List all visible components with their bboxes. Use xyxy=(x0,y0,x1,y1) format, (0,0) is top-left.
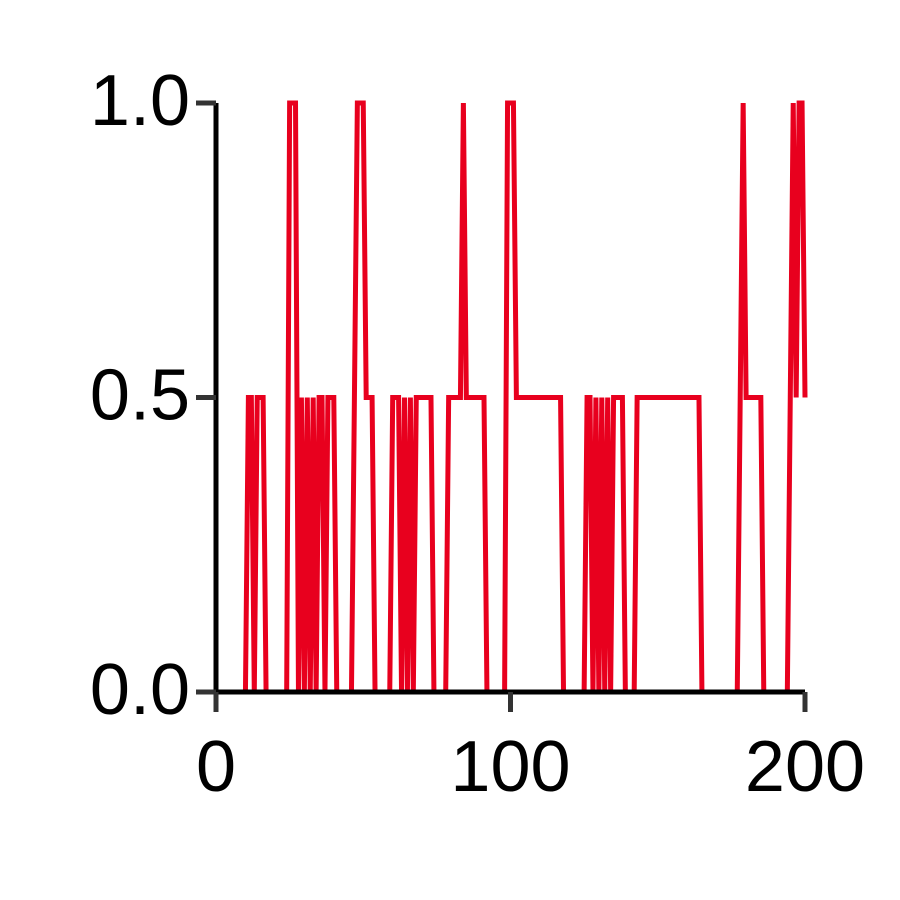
x-tick-label: 0 xyxy=(196,727,236,807)
y-tick-label: 0.0 xyxy=(90,650,190,730)
x-tick-label: 100 xyxy=(450,727,570,807)
x-tick-label: 200 xyxy=(745,727,865,807)
data-line xyxy=(216,100,808,695)
y-tick-label: 1.0 xyxy=(90,61,190,141)
y-tick-label: 0.5 xyxy=(90,356,190,436)
